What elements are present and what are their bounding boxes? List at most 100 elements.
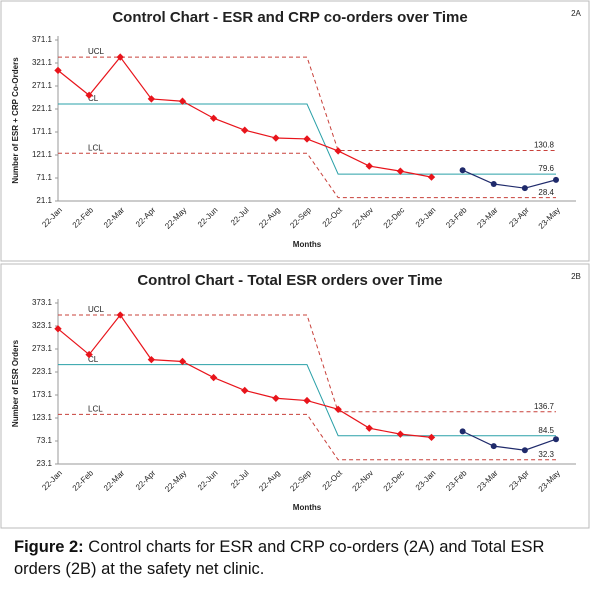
point: [147, 95, 156, 103]
y-tick-label: 21.1: [36, 196, 52, 205]
x-tick-label: 22-Apr: [134, 205, 158, 229]
x-tick-label: 23-Apr: [507, 468, 531, 492]
point: [147, 355, 156, 364]
limit-value: 28.4: [538, 188, 554, 197]
limit-value: 130.8: [534, 141, 555, 150]
point: [116, 311, 124, 319]
x-tick-label: 22-Jun: [196, 469, 220, 493]
y-tick-label: 221.1: [32, 104, 53, 113]
x-tick-label: 22-Oct: [321, 468, 345, 492]
x-tick-label: 22-Feb: [71, 468, 96, 493]
x-tick-label: 23-Feb: [444, 205, 469, 230]
control-limit: [58, 413, 556, 461]
x-tick-label: 22-Nov: [351, 469, 376, 494]
point: [521, 447, 528, 454]
x-tick-label: 22-Jan: [40, 206, 64, 230]
point: [396, 430, 405, 438]
point: [521, 185, 528, 192]
x-tick-label: 22-Jan: [40, 469, 64, 493]
y-tick-label: 23.1: [36, 459, 52, 468]
x-tick-label: 22-Sep: [288, 205, 313, 230]
point: [490, 181, 497, 188]
panel-border: [0, 0, 590, 262]
chart-title: Control Chart - Total ESR orders over Ti…: [137, 272, 442, 289]
x-tick-label: 22-May: [163, 206, 188, 231]
x-tick-label: 22-Nov: [351, 206, 376, 231]
point: [365, 424, 373, 432]
data-line: [462, 430, 557, 451]
point: [54, 325, 62, 333]
panel-label: 2B: [571, 272, 581, 281]
y-tick-label: 121.1: [32, 150, 53, 159]
point: [303, 396, 311, 405]
x-tick-label: 22-Jul: [229, 205, 251, 227]
x-tick-label: 22-Aug: [257, 469, 282, 494]
panel-border: [0, 263, 590, 529]
limit-name: CL: [88, 355, 99, 364]
x-tick-label: 22-Dec: [382, 206, 407, 231]
point: [303, 135, 311, 143]
y-axis-label: Number of ESR + CRP Co-Orders: [11, 57, 20, 184]
figure: Control Chart - ESR and CRP co-orders ov…: [0, 0, 590, 529]
x-tick-label: 22-Mar: [102, 205, 127, 230]
x-tick-label: 23-Mar: [475, 468, 500, 493]
caption-label: Figure 2:: [14, 538, 84, 556]
point: [272, 394, 280, 402]
limit-value: 79.6: [538, 164, 554, 173]
point: [553, 176, 559, 183]
y-tick-label: 371.1: [32, 35, 53, 44]
point: [85, 350, 93, 359]
x-tick-label: 22-Jul: [229, 468, 251, 490]
x-tick-label: 22-Aug: [257, 206, 282, 231]
panel-label: 2A: [571, 9, 581, 18]
data-line: [57, 313, 432, 438]
chart-title: Control Chart - ESR and CRP co-orders ov…: [112, 9, 467, 26]
point: [241, 126, 249, 134]
control-limit: [58, 152, 556, 199]
x-tick-label: 22-Feb: [71, 205, 96, 230]
limit-value: 32.3: [538, 450, 554, 459]
limit-name: UCL: [88, 47, 105, 56]
y-tick-label: 173.1: [32, 390, 53, 399]
point: [427, 173, 436, 181]
x-tick-label: 23-Feb: [444, 468, 469, 493]
limit-name: CL: [88, 94, 99, 103]
data-line: [57, 56, 432, 178]
data-line: [462, 169, 557, 189]
point: [427, 433, 436, 442]
x-tick-label: 23-Jan: [414, 206, 438, 230]
point: [272, 134, 280, 142]
x-tick-label: 23-May: [537, 206, 562, 231]
x-tick-label: 22-May: [163, 469, 188, 494]
x-tick-label: 22-Apr: [134, 468, 158, 492]
x-tick-label: 23-Apr: [507, 205, 531, 229]
limit-value: 136.7: [534, 402, 555, 411]
x-tick-label: 22-Sep: [288, 468, 313, 493]
control-limit: [58, 103, 556, 175]
control-limit: [58, 56, 556, 152]
y-tick-label: 171.1: [32, 127, 53, 136]
limit-value: 84.5: [538, 426, 554, 435]
point: [334, 147, 342, 155]
point: [459, 167, 466, 174]
limit-name: UCL: [88, 305, 105, 314]
x-tick-label: 22-Mar: [102, 468, 127, 493]
y-axis-label: Number of ESR Orders: [11, 339, 20, 427]
point: [334, 405, 342, 413]
x-axis-label: Months: [293, 503, 322, 512]
x-tick-label: 23-Mar: [475, 205, 500, 230]
point: [178, 357, 187, 366]
y-tick-label: 223.1: [32, 367, 53, 376]
x-tick-label: 22-Jun: [196, 206, 220, 230]
x-tick-label: 22-Oct: [321, 205, 345, 229]
y-tick-label: 373.1: [32, 298, 53, 307]
caption-text: Control charts for ESR and CRP co-orders…: [14, 538, 545, 578]
point: [209, 114, 218, 122]
y-tick-label: 271.1: [32, 81, 53, 90]
limit-name: LCL: [88, 404, 103, 413]
y-tick-label: 123.1: [32, 413, 53, 422]
y-tick-label: 71.1: [36, 173, 52, 182]
y-tick-label: 321.1: [32, 58, 53, 67]
y-tick-label: 323.1: [32, 321, 53, 330]
